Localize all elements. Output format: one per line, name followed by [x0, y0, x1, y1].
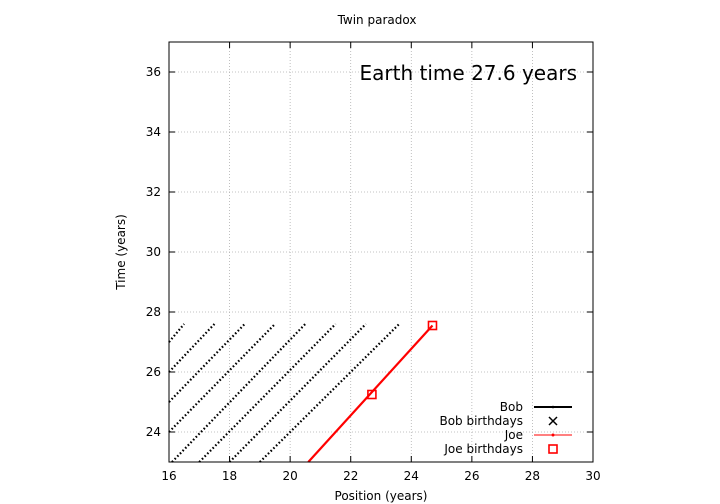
- x-tick-label: 18: [222, 469, 237, 483]
- legend-square-marker: [548, 444, 558, 454]
- joe-birthday-marker: [367, 389, 377, 400]
- joe-birthday-marker: [427, 320, 438, 331]
- y-tick-label: 32: [146, 185, 161, 199]
- x-axis-label: Position (years): [335, 489, 428, 503]
- axis-ticks: 16 18 20 22 24 26 28 30 24 26 28 30 32 34 36: [146, 42, 601, 483]
- y-tick-label: 26: [146, 365, 161, 379]
- bob-worldline: [168, 323, 216, 373]
- joe-worldline: [307, 324, 434, 463]
- bob-worldline: [168, 323, 185, 343]
- legend-label: Bob: [500, 400, 523, 414]
- legend-x-marker: [548, 416, 558, 426]
- grid-lines: [169, 42, 593, 462]
- bob-worldline: [168, 323, 246, 403]
- y-tick-label: 34: [146, 125, 161, 139]
- x-tick-label: 28: [525, 469, 540, 483]
- bob-worldline: [259, 323, 400, 463]
- y-tick-label: 28: [146, 305, 161, 319]
- y-tick-label: 36: [146, 65, 161, 79]
- legend-bob-dot: [551, 405, 555, 409]
- bob-worldline: [228, 323, 367, 463]
- legend-joe-dot: [551, 433, 555, 437]
- x-tick-label: 16: [161, 469, 176, 483]
- x-tick-label: 26: [464, 469, 479, 483]
- y-tick-label: 24: [146, 425, 161, 439]
- data-layer: [168, 320, 438, 463]
- earth-time-annotation: Earth time 27.6 years: [360, 61, 577, 85]
- x-tick-label: 24: [404, 469, 419, 483]
- bob-worldline: [198, 323, 337, 463]
- chart-title: Twin paradox: [337, 13, 417, 27]
- bob-worldline: [168, 323, 276, 433]
- x-tick-label: 22: [343, 469, 358, 483]
- legend-label: Bob birthdays: [439, 414, 523, 428]
- x-tick-label: 30: [585, 469, 600, 483]
- y-axis-label: Time (years): [114, 214, 128, 291]
- y-tick-label: 30: [146, 245, 161, 259]
- legend-label: Joe: [504, 428, 523, 442]
- bob-worldline: [171, 323, 307, 463]
- legend-label: Joe birthdays: [443, 442, 523, 456]
- x-tick-label: 20: [283, 469, 298, 483]
